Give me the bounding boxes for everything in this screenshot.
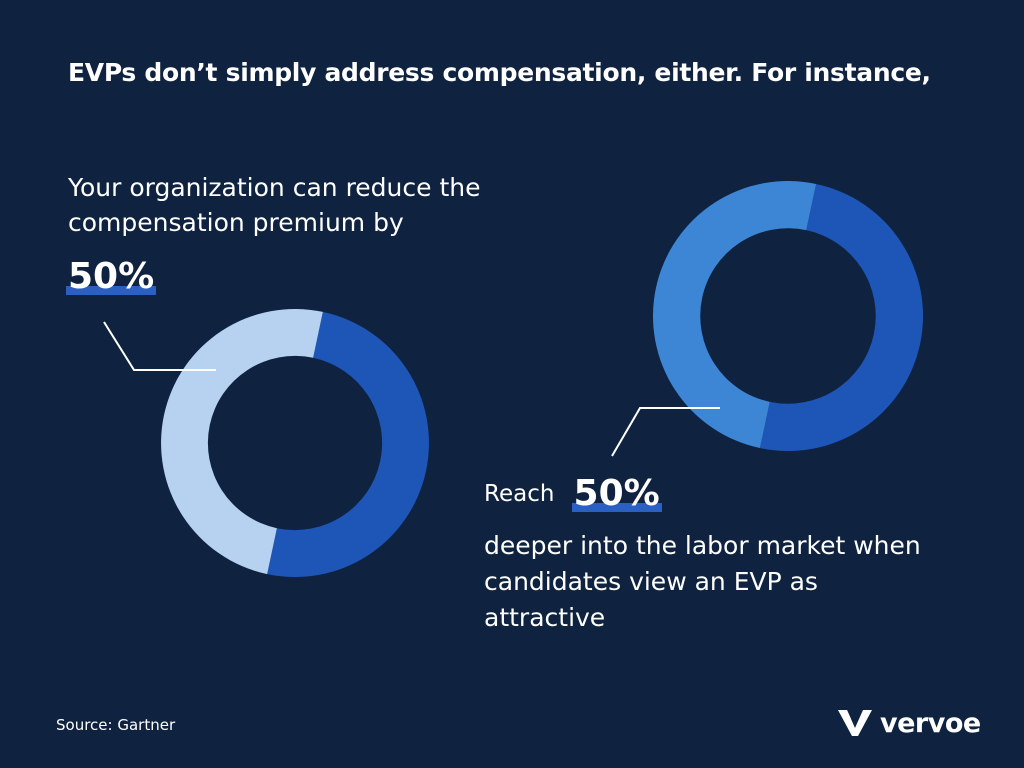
headline: EVPs don’t simply address compensation, … [68, 58, 931, 87]
donut-left-slice-0 [267, 311, 429, 577]
stat-right-value: 50% [571, 473, 662, 514]
stat-right-prefix: Reach [484, 481, 555, 507]
source-note: Source: Gartner [56, 716, 176, 734]
stat-right-header: Reach 50% [484, 473, 662, 514]
stat-right-value-label: 50% [573, 473, 660, 514]
vervoe-v-logo-icon [838, 710, 872, 736]
stat-left-value-label: 50% [68, 256, 155, 297]
stat-right-text: deeper into the labor market when candid… [484, 531, 921, 632]
stat-left-value: 50% [66, 256, 157, 297]
logo-text: vervoe [880, 707, 981, 739]
leader-line-right [611, 407, 720, 457]
donut-left-slice-1 [161, 309, 323, 575]
donut-chart-right [653, 180, 923, 451]
stat-left-text: Your organization can reduce the compens… [68, 173, 481, 237]
vervoe-logo: vervoe [838, 705, 981, 741]
leader-line-left [103, 321, 216, 371]
donut-right-slice-1 [653, 180, 817, 449]
donut-chart-left [161, 309, 429, 577]
donut-right-slice-0 [759, 183, 923, 451]
